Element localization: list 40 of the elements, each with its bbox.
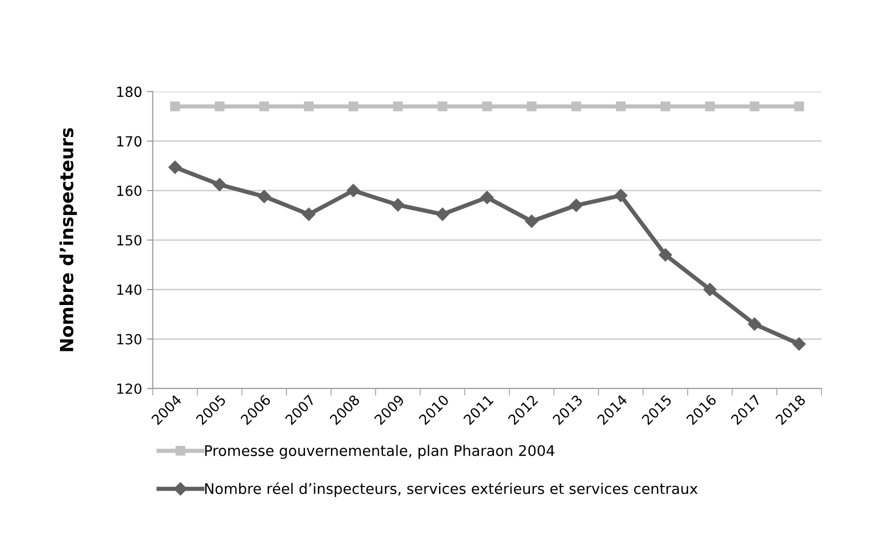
y-tick-label: 170: [117, 136, 142, 147]
y-tick-label: 150: [117, 235, 142, 246]
point: [616, 102, 626, 112]
point: [705, 102, 715, 112]
point: [436, 208, 450, 221]
point: [302, 208, 316, 221]
y-tick-label: 180: [117, 86, 142, 98]
point: [170, 102, 180, 112]
legend-label: Promesse gouvernementale, plan Pharaon 2004: [205, 444, 554, 459]
point: [658, 248, 672, 262]
point: [748, 318, 762, 331]
point: [393, 102, 403, 112]
point: [750, 102, 760, 112]
point: [571, 102, 582, 112]
y-tick-label: 130: [117, 334, 142, 344]
y-tick-label: 140: [117, 284, 142, 295]
point: [482, 102, 492, 112]
point: [703, 282, 717, 296]
point: [213, 178, 226, 192]
point: [168, 160, 182, 174]
point: [214, 102, 224, 112]
point: [526, 102, 537, 112]
legend-label: Nombre réel d’inspecteurs, services extérieurs et services centraux: [205, 482, 698, 497]
point: [438, 102, 448, 112]
point: [525, 214, 538, 228]
point: [614, 188, 628, 202]
point: [258, 190, 271, 204]
point: [348, 102, 358, 112]
point: [480, 190, 494, 204]
point: [391, 198, 404, 212]
y-axis-title: Nombre d’inspecteurs: [59, 128, 77, 352]
y-tick-label: 160: [117, 186, 142, 196]
point: [259, 102, 270, 112]
point: [346, 184, 360, 198]
point: [792, 337, 806, 351]
y-tick-label: 120: [117, 383, 142, 394]
point: [570, 198, 583, 212]
point: [304, 102, 314, 112]
point: [794, 102, 804, 112]
point: [660, 102, 670, 112]
